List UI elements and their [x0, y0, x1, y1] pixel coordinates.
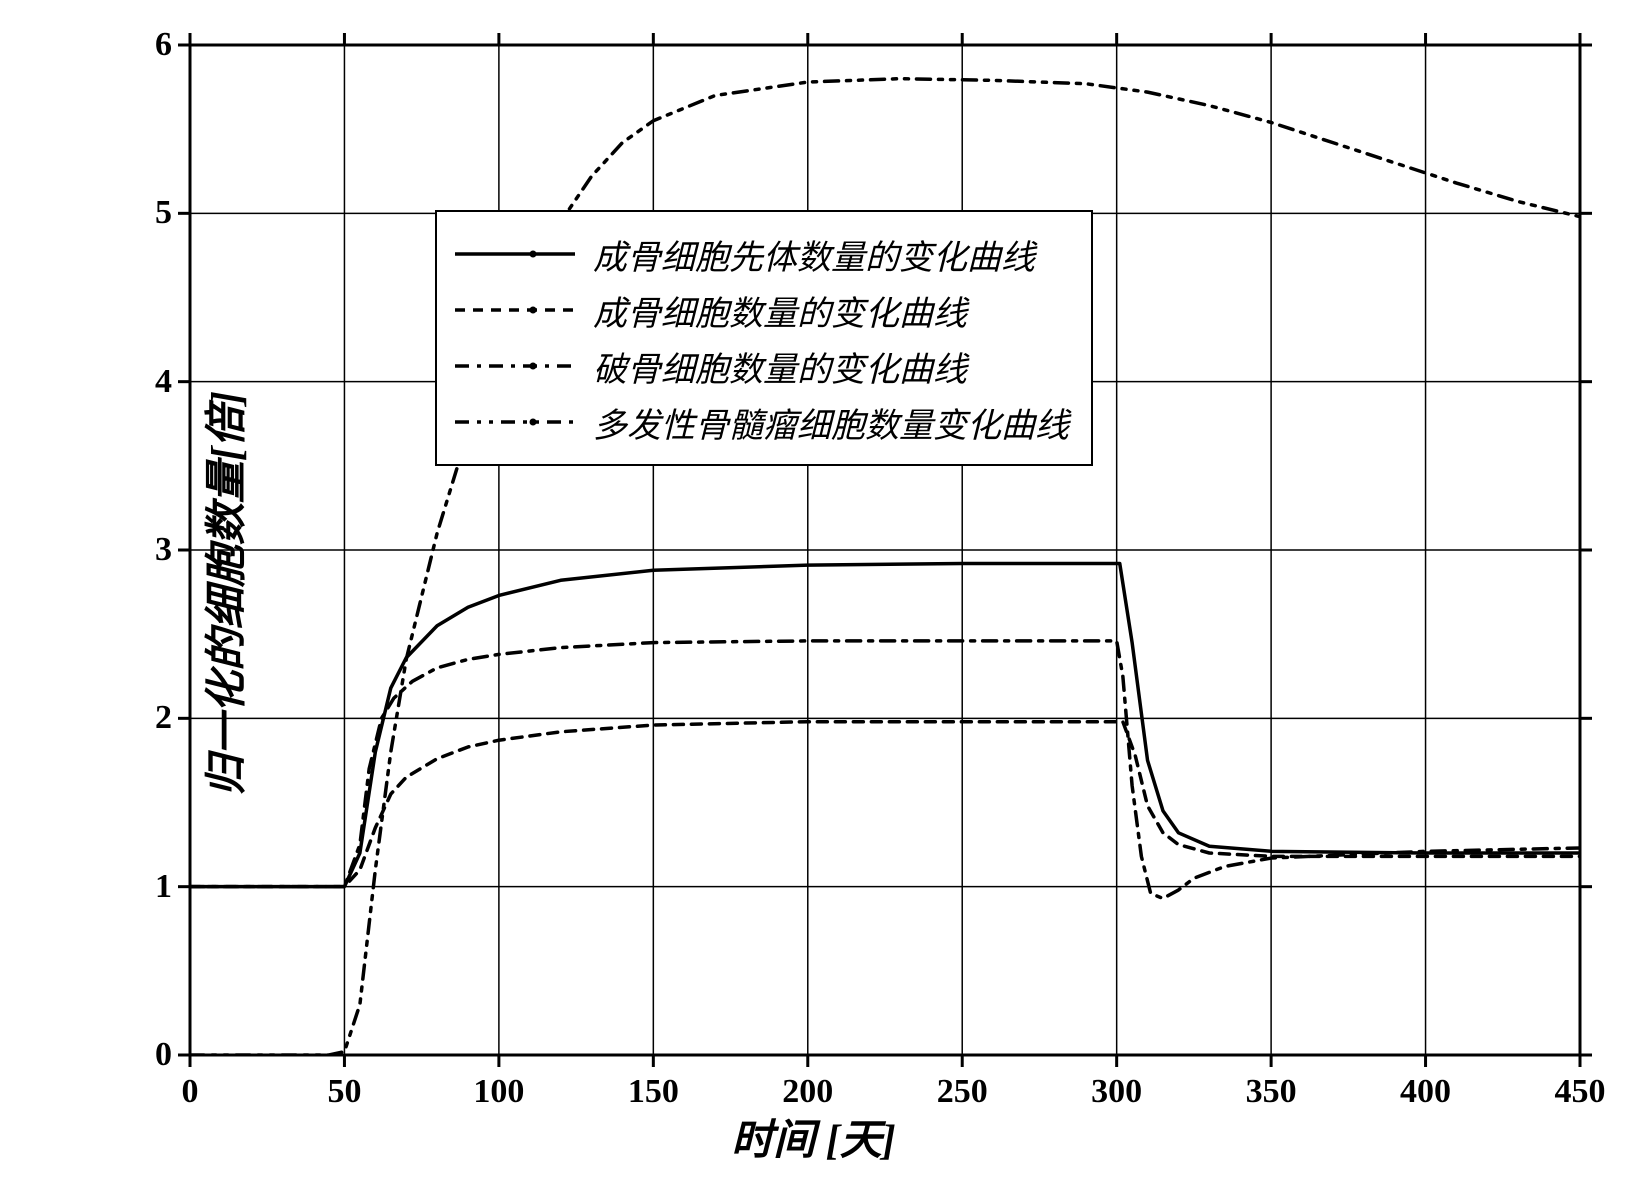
x-tick-label: 350	[1246, 1073, 1297, 1111]
legend-entry: 多发性骨髓瘤细胞数量变化曲线	[455, 394, 1069, 450]
legend-entry: 破骨细胞数量的变化曲线	[455, 338, 1069, 394]
y-tick-label: 1	[155, 868, 172, 906]
legend-entry: 成骨细胞数量的变化曲线	[455, 282, 1069, 338]
x-tick-label: 200	[782, 1073, 833, 1111]
legend-label: 成骨细胞数量的变化曲线	[593, 286, 967, 335]
x-tick-label: 400	[1400, 1073, 1451, 1111]
legend-swatch	[455, 242, 575, 266]
x-tick-label: 0	[182, 1073, 199, 1111]
legend-swatch	[455, 298, 575, 322]
x-tick-label: 250	[937, 1073, 988, 1111]
x-tick-label: 100	[473, 1073, 524, 1111]
legend-swatch	[455, 354, 575, 378]
legend-label: 多发性骨髓瘤细胞数量变化曲线	[593, 398, 1069, 447]
y-tick-label: 6	[155, 26, 172, 64]
legend-label: 破骨细胞数量的变化曲线	[593, 342, 967, 391]
y-tick-label: 2	[155, 699, 172, 737]
legend: 成骨细胞先体数量的变化曲线成骨细胞数量的变化曲线破骨细胞数量的变化曲线多发性骨髓…	[435, 210, 1093, 466]
x-tick-label: 150	[628, 1073, 679, 1111]
legend-swatch	[455, 410, 575, 434]
legend-label: 成骨细胞先体数量的变化曲线	[593, 230, 1035, 279]
y-tick-label: 4	[155, 363, 172, 401]
x-tick-label: 450	[1555, 1073, 1606, 1111]
x-tick-label: 300	[1091, 1073, 1142, 1111]
y-tick-label: 3	[155, 531, 172, 569]
y-tick-label: 5	[155, 194, 172, 232]
chart-container: 归一化的细胞数量[倍] 时间 [天] 050100150200250300350…	[0, 0, 1627, 1187]
y-tick-label: 0	[155, 1036, 172, 1074]
legend-entry: 成骨细胞先体数量的变化曲线	[455, 226, 1069, 282]
x-tick-label: 50	[327, 1073, 361, 1111]
y-axis-label: 归一化的细胞数量[倍]	[192, 391, 253, 797]
x-axis-label: 时间 [天]	[731, 1106, 895, 1167]
